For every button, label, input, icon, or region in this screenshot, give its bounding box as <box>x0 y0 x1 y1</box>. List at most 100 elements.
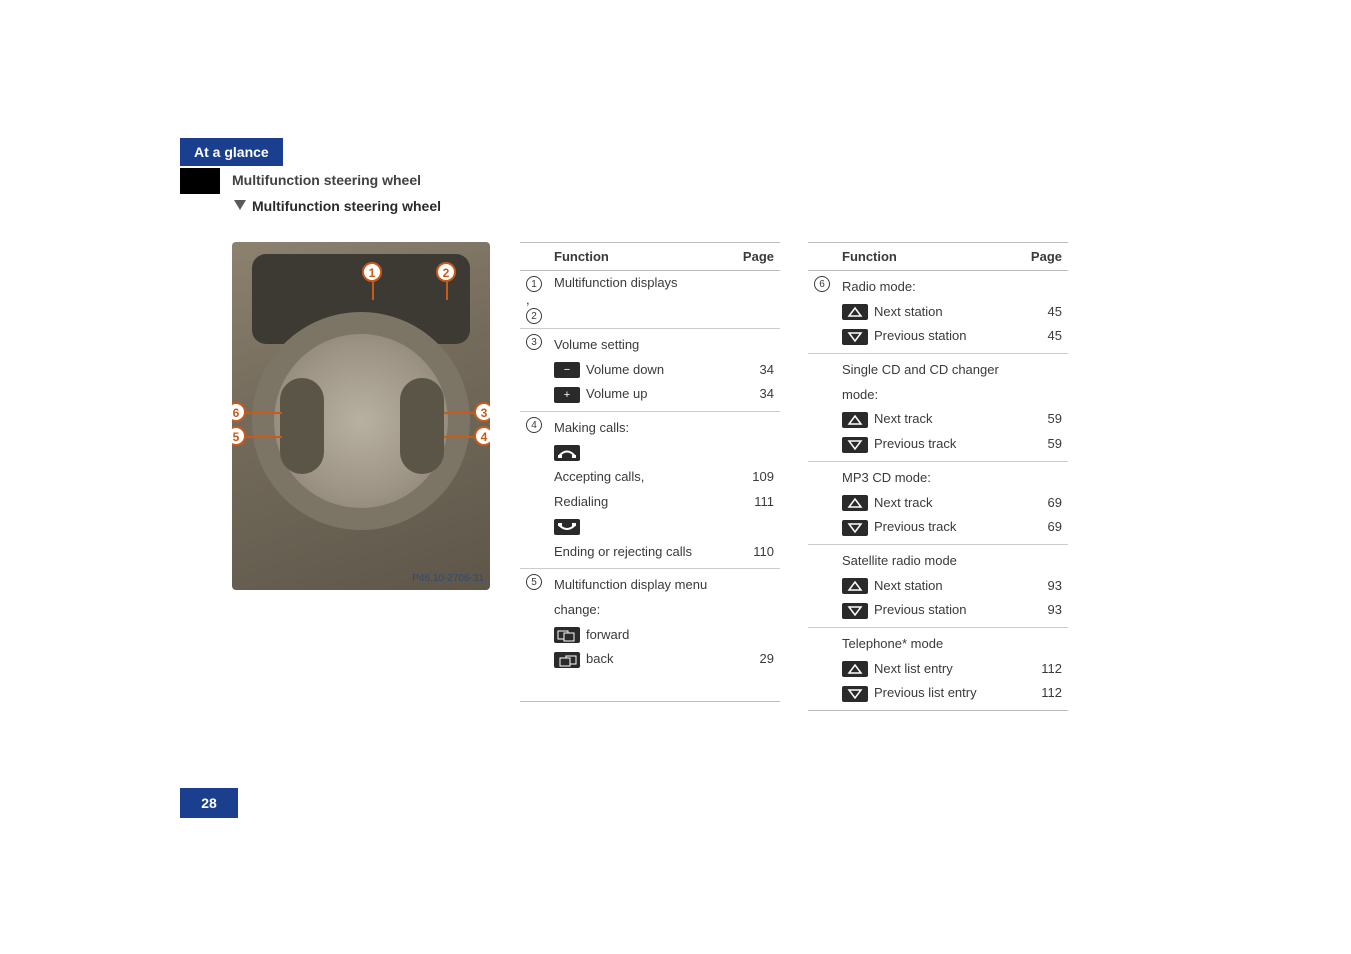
group-label: Radio mode: <box>842 279 916 294</box>
row-pages: 112 112 <box>1025 627 1068 710</box>
row-number <box>808 461 836 544</box>
row-content: Single CD and CD changer mode: Next trac… <box>836 354 1025 462</box>
row-number: 6 <box>808 271 836 354</box>
plus-icon: + <box>554 387 580 403</box>
page-ref: 110 <box>753 544 774 559</box>
function-table-left: Function Page 1, 2 Multifunction display… <box>520 242 780 702</box>
section-subtitle: Multifunction steering wheel <box>232 172 421 188</box>
table-row: 5 Multifunction display menu change: for… <box>520 569 780 701</box>
row-number: 4 <box>520 412 548 569</box>
callout-5: 5 <box>232 426 246 446</box>
col-function: Function <box>836 243 1025 271</box>
sub-label: Next station <box>874 578 943 593</box>
circled-number: 5 <box>526 574 542 590</box>
leader-line <box>372 282 374 300</box>
row-number <box>808 544 836 627</box>
page-ref: 69 <box>1048 519 1062 534</box>
page-ref: 45 <box>1048 328 1062 343</box>
sub-label: Accepting calls, <box>554 469 644 484</box>
row-pages: 29 <box>737 569 780 701</box>
table-row: Single CD and CD changer mode: Next trac… <box>808 354 1068 462</box>
sub-label: Previous station <box>874 328 967 343</box>
callout-4: 4 <box>474 426 490 446</box>
row-number <box>808 627 836 710</box>
row-number: 5 <box>520 569 548 701</box>
left-button-cluster <box>280 378 324 474</box>
callout-3: 3 <box>474 402 490 422</box>
sub-label: Previous station <box>874 602 967 617</box>
row-content: Multifunction display menu change: forwa… <box>548 569 737 701</box>
down-triangle-icon <box>842 603 868 619</box>
phone-pickup-icon <box>554 445 580 461</box>
table-row: Telephone* mode Next list entry Previous… <box>808 627 1068 710</box>
page-ref: 69 <box>1048 495 1062 510</box>
table-row: 4 Making calls: Accepting calls, Rediali… <box>520 412 780 569</box>
group-label: MP3 CD mode: <box>842 470 931 485</box>
leader-line <box>246 436 282 438</box>
row-pages: 69 69 <box>1025 461 1068 544</box>
row-pages: 45 45 <box>1025 271 1068 354</box>
section-tab: At a glance <box>180 138 283 166</box>
sub-label: Previous list entry <box>874 685 977 700</box>
callout-6: 6 <box>232 402 246 422</box>
col-spacer <box>808 243 836 271</box>
sub-label: Previous track <box>874 519 956 534</box>
page-ref: 59 <box>1048 411 1062 426</box>
sub-label: Volume up <box>586 386 647 401</box>
circled-number: 1 <box>526 276 542 292</box>
row-label: Making calls: <box>554 420 629 435</box>
leader-line <box>446 282 448 300</box>
row-label: Multifunction displays <box>548 271 737 329</box>
function-table-right: Function Page 6 Radio mode: Next station… <box>808 242 1068 711</box>
row-content: Volume setting −Volume down +Volume up <box>548 329 737 412</box>
sub-label: Next track <box>874 495 933 510</box>
triangle-down-icon <box>234 200 246 210</box>
circled-number: 4 <box>526 417 542 433</box>
callout-2: 2 <box>436 262 456 282</box>
leader-line <box>444 412 474 414</box>
table-row: Satellite radio mode Next station Previo… <box>808 544 1068 627</box>
page-ref: 45 <box>1048 304 1062 319</box>
down-triangle-icon <box>842 686 868 702</box>
row-content: Telephone* mode Next list entry Previous… <box>836 627 1025 710</box>
col-function: Function <box>548 243 737 271</box>
sub-label: forward <box>586 627 629 642</box>
row-content: Making calls: Accepting calls, Redialing… <box>548 412 737 569</box>
up-triangle-icon <box>842 304 868 320</box>
table-row: 3 Volume setting −Volume down +Volume up… <box>520 329 780 412</box>
group-label: Telephone* mode <box>842 636 943 651</box>
row-pages: 109 111 110 <box>737 412 780 569</box>
callout-1: 1 <box>362 262 382 282</box>
col-page: Page <box>737 243 780 271</box>
minus-icon: − <box>554 362 580 378</box>
up-triangle-icon <box>842 661 868 677</box>
down-triangle-icon <box>842 329 868 345</box>
steering-wheel-figure: 1 2 3 4 5 6 P46.10-2706-31 <box>232 242 490 590</box>
right-button-cluster <box>400 378 444 474</box>
group-label: Satellite radio mode <box>842 553 957 568</box>
sub-label: Volume down <box>586 362 664 377</box>
row-label: Multifunction display menu change: <box>554 577 707 617</box>
row-content: MP3 CD mode: Next track Previous track <box>836 461 1025 544</box>
page-ref: 29 <box>760 651 774 666</box>
circled-number: 3 <box>526 334 542 350</box>
page-ref: 112 <box>1041 685 1062 700</box>
group-label: Single CD and CD changer mode: <box>842 362 999 402</box>
table-row: MP3 CD mode: Next track Previous track 6… <box>808 461 1068 544</box>
page-ref: 59 <box>1048 436 1062 451</box>
leader-line <box>246 412 282 414</box>
row-number: 3 <box>520 329 548 412</box>
phone-hangup-icon <box>554 519 580 535</box>
sub-label: back <box>586 651 613 666</box>
sub-label: Previous track <box>874 436 956 451</box>
up-triangle-icon <box>842 578 868 594</box>
header-bar: At a glance <box>180 138 1080 168</box>
page-ref: 111 <box>754 494 774 509</box>
page-ref: 109 <box>752 469 774 484</box>
up-triangle-icon <box>842 412 868 428</box>
page-ref: 34 <box>760 386 774 401</box>
row-pages: 93 93 <box>1025 544 1068 627</box>
page-ref: 93 <box>1048 578 1062 593</box>
circled-number: 2 <box>526 308 542 324</box>
up-triangle-icon <box>842 495 868 511</box>
